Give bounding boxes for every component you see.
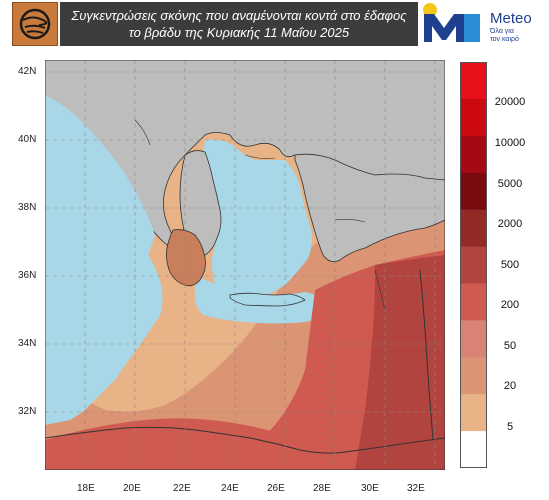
title-line-2: το βράδυ της Κυριακής 11 Μαΐου 2025 bbox=[128, 25, 350, 40]
meteo-slogan-line-1: Όλα για bbox=[490, 28, 514, 35]
lat-label-40n: 40N bbox=[18, 134, 37, 145]
legend-label-5000: 5000 bbox=[497, 178, 523, 190]
legend-label-20000: 20000 bbox=[494, 96, 526, 108]
legend-swatch-3 bbox=[460, 172, 487, 211]
land-crete bbox=[229, 292, 306, 307]
land-greece bbox=[179, 150, 222, 258]
legend-label-5: 5 bbox=[506, 421, 514, 433]
lon-label-26e: 26E bbox=[267, 483, 285, 494]
legend-colorbar bbox=[460, 62, 487, 468]
legend-swatch-0 bbox=[460, 62, 487, 100]
legend-label-50: 50 bbox=[503, 340, 517, 352]
legend-swatch-1 bbox=[460, 98, 487, 137]
legend-swatch-4 bbox=[460, 209, 487, 248]
wind-swirl-icon bbox=[19, 8, 51, 40]
legend-label-10000: 10000 bbox=[494, 137, 526, 149]
coast-africa bbox=[45, 426, 445, 454]
legend-label-500: 500 bbox=[500, 259, 520, 271]
coast-levant bbox=[419, 269, 434, 441]
lon-label-20e: 20E bbox=[123, 483, 141, 494]
land-peloponnese bbox=[166, 229, 206, 287]
legend-swatch-2 bbox=[460, 135, 487, 174]
legend-swatch-5 bbox=[460, 246, 487, 284]
land-turkey bbox=[294, 153, 445, 263]
graticule bbox=[45, 60, 445, 470]
legend-label-20: 20 bbox=[503, 380, 517, 392]
meteo-brand-name: Meteo bbox=[490, 10, 532, 27]
lat-label-32n: 32N bbox=[18, 406, 37, 417]
legend-swatch-9 bbox=[460, 394, 487, 432]
meteo-logo: Meteo Όλα για τον καιρό bbox=[420, 2, 547, 46]
legend-swatch-10 bbox=[460, 431, 487, 468]
legend-swatch-6 bbox=[460, 283, 487, 321]
lat-label-36n: 36N bbox=[18, 270, 37, 281]
title-bar: Συγκεντρώσεις σκόνης που αναμένονται κον… bbox=[60, 2, 418, 46]
sea-ionian bbox=[45, 230, 163, 425]
sea-aegean bbox=[203, 139, 312, 303]
lon-label-32e: 32E bbox=[407, 483, 425, 494]
dust-field-mid-dark bbox=[355, 255, 445, 470]
header: Συγκεντρώσεις σκόνης που αναμένονται κον… bbox=[0, 0, 549, 50]
meteo-slogan: Όλα για τον καιρό bbox=[490, 28, 530, 44]
lon-label-18e: 18E bbox=[77, 483, 95, 494]
dust-field-south bbox=[45, 418, 345, 470]
legend-border bbox=[460, 62, 487, 468]
lon-label-24e: 24E bbox=[221, 483, 239, 494]
legend-swatch-8 bbox=[460, 357, 487, 395]
meteo-slogan-line-2: τον καιρό bbox=[490, 36, 519, 43]
legend-swatch-7 bbox=[460, 320, 487, 358]
dust-concentration-map bbox=[44, 59, 446, 471]
lat-label-38n: 38N bbox=[18, 202, 37, 213]
lat-label-34n: 34N bbox=[18, 338, 37, 349]
lon-label-30e: 30E bbox=[361, 483, 379, 494]
legend-label-200: 200 bbox=[500, 299, 520, 311]
dust-logo-icon bbox=[12, 2, 58, 46]
map-canvas bbox=[44, 59, 446, 471]
title-line-1: Συγκεντρώσεις σκόνης που αναμένονται κον… bbox=[71, 8, 407, 23]
border-lines bbox=[134, 119, 386, 311]
lon-label-28e: 28E bbox=[313, 483, 331, 494]
lat-label-42n: 42N bbox=[18, 66, 37, 77]
lon-label-22e: 22E bbox=[173, 483, 191, 494]
meteo-logo-mark-icon bbox=[423, 3, 480, 42]
legend-label-2000: 2000 bbox=[497, 218, 523, 230]
